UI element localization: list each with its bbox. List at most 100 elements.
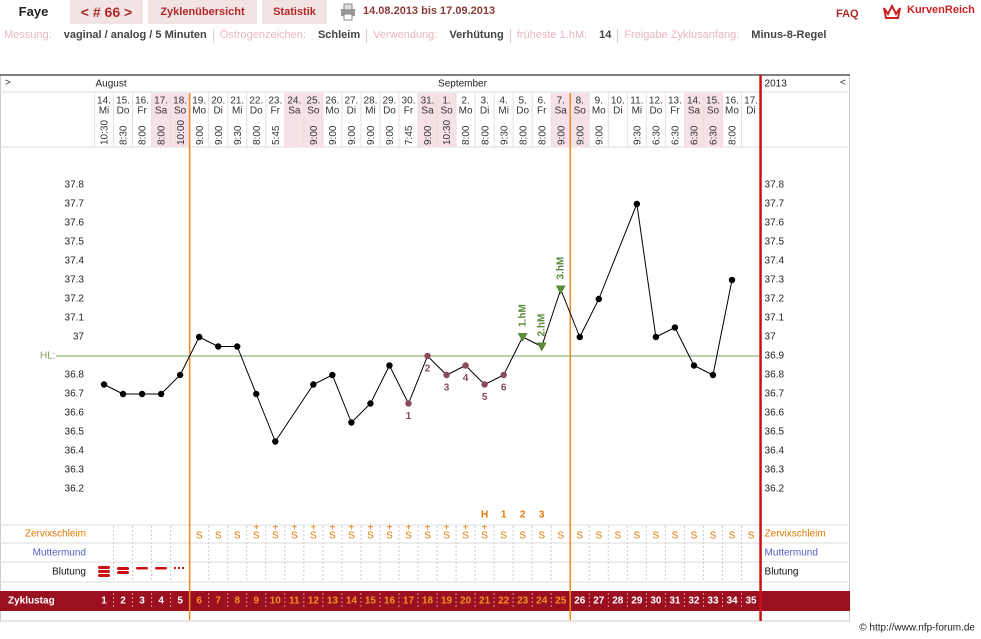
mucus-sign: S [519,531,526,542]
weekday-label: Mi [498,106,509,117]
weekday-label: Do [117,106,130,117]
mucus-sign: S [310,531,317,542]
year-label: 2013 [765,79,788,90]
time-label: 10:30 [442,120,453,145]
weekday-label: Fr [271,106,281,117]
temp-point [329,371,336,379]
cycle-day: 20 [460,596,472,607]
mucus-sign: S [557,531,564,542]
date-label: 25. [306,96,320,107]
mucus-sign: S [710,531,717,542]
mucus-plus: + [310,523,316,534]
y-tick-label: 37.1 [65,313,85,324]
mucus-sign: S [196,531,203,542]
date-label: 26. [325,96,339,107]
y-tick-label: 37.1 [765,313,785,324]
info-item: Messung: vaginal / analog / 5 Minuten [4,29,213,43]
time-label: 6:30 [690,125,701,145]
mucus-sign: S [614,531,621,542]
weekday-label: So [440,106,453,117]
weekday-label: So [574,106,587,117]
mucus-sign: S [729,531,736,542]
temp-point [348,419,355,426]
cycle-day: 11 [289,596,300,607]
weekday-label: Mo [459,106,473,117]
row-label: Muttermund [33,548,86,559]
cycle-day: 35 [745,596,757,607]
temp-peak-point [555,285,566,295]
temp-segment [712,279,733,376]
y-tick-label: 36.7 [765,389,785,400]
tab[interactable]: Zyklenübersicht [148,0,257,24]
temp-peak-point [517,333,528,342]
date-label: 8. [576,96,584,107]
temp-segment [179,336,200,376]
temp-segment [541,289,562,347]
faq-link[interactable]: FAQ [836,8,859,20]
temp-point [443,371,450,379]
weekend-shade [684,93,704,147]
y-tick-label: 37.3 [65,275,85,286]
peak-label: 1.hM [517,304,528,327]
weekday-label: Do [250,106,263,117]
mucus-sign: S [576,531,583,542]
weekday-label: Do [516,106,529,117]
row-label: Zervixschleim [25,529,86,540]
temp-point [709,371,717,379]
temp-point [195,333,203,341]
mucus-sign: S [462,531,469,542]
time-label: 6:30 [671,125,682,145]
time-label: 9:30 [233,125,244,145]
y-tick-label: 37 [765,332,777,343]
date-label: 19. [192,96,206,107]
y-tick-label: 37.5 [765,237,785,248]
brand[interactable]: KurvenReich [907,4,975,16]
temp-segment [160,374,181,395]
weekday-label: Di [613,106,622,117]
tab[interactable]: Statistik [262,0,327,24]
date-label: 12. [649,96,663,107]
info-label: früheste 1.hM: [516,29,588,41]
y-tick-label: 37.7 [765,199,785,210]
time-label: 9:30 [632,125,643,145]
date-label: 31. [421,96,435,107]
print-icon[interactable] [339,3,357,21]
date-label: 1. [442,96,450,107]
temp-segment [655,327,676,338]
date-label: 17. [154,96,168,107]
time-label: 9:00 [594,125,605,145]
cycle-day: 7 [215,596,221,607]
time-label: 8:00 [252,125,263,145]
date-label: 13. [668,96,682,107]
y-tick-label: 36.6 [765,408,785,419]
y-tick-label: 36.5 [65,427,85,438]
temp-segment [313,374,333,385]
temp-point [595,295,602,303]
cycle-day: 13 [327,596,339,607]
temp-segment [522,336,542,347]
cycle-day: 9 [253,596,259,607]
bleeding-marks [98,566,184,577]
cycle-nav[interactable]: < # 66 > [70,0,143,24]
cycle-day: 24 [536,596,548,607]
time-label: 7:45 [404,125,415,145]
cycle-day: 29 [631,596,643,607]
y-tick-label: 36.5 [765,427,785,438]
y-tick-label: 37.2 [765,294,785,305]
month-label: September [438,79,488,90]
temp-point [633,200,641,208]
time-label: 9:00 [556,125,567,145]
temp-segment [598,203,638,300]
cycle-day: 8 [234,596,240,607]
weekday-label: Di [213,106,222,117]
y-tick-label: 37 [73,332,85,343]
temp-point [405,400,412,407]
date-label: 10. [611,96,625,107]
mucus-sign: S [329,531,336,542]
mucus-plus: + [406,523,412,534]
y-tick-label: 36.8 [765,370,785,381]
cycle-day: 19 [441,596,453,607]
date-label: 6. [538,96,546,107]
y-tick-label: 37.4 [765,256,785,267]
